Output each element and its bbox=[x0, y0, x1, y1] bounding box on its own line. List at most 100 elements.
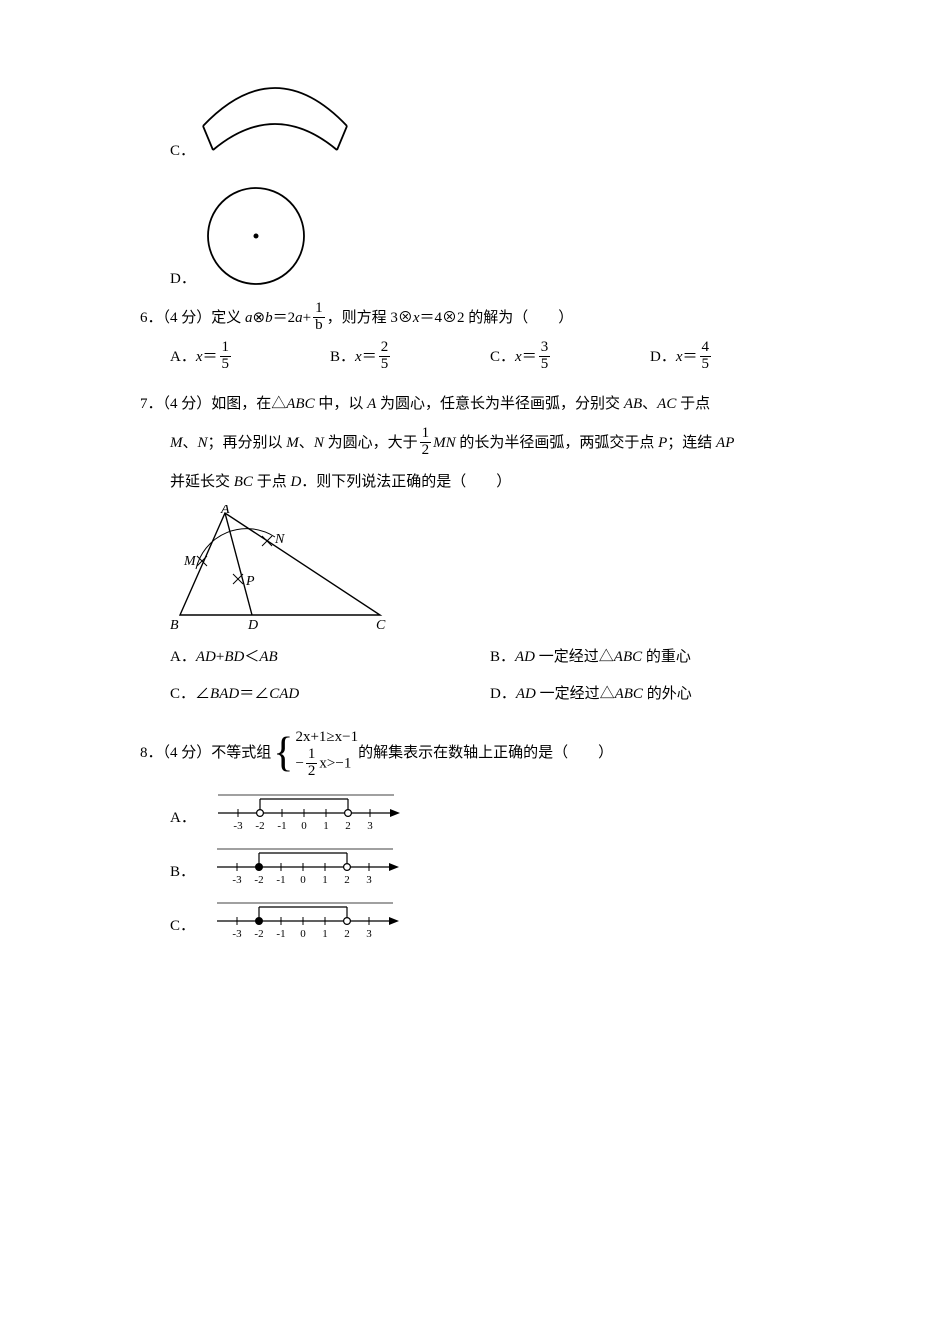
q7-2f: 、 bbox=[299, 435, 314, 451]
q7-1h: AC bbox=[657, 396, 676, 412]
q6-frac-den: b bbox=[313, 318, 325, 334]
q6-opt-b-letter: B． bbox=[330, 349, 355, 365]
q7-2b: 、 bbox=[183, 435, 198, 451]
q8e2x: x bbox=[319, 756, 327, 772]
q6-options: A．x＝15 B．x＝25 C．x＝35 D．x＝45 bbox=[170, 341, 810, 374]
svg-text:C: C bbox=[376, 618, 386, 633]
q6-a2: a bbox=[295, 310, 303, 326]
q6-opt-a-frac: 15 bbox=[220, 340, 232, 373]
q8-eq2: −12x>−1 bbox=[295, 748, 358, 781]
q7-frac: 12 bbox=[420, 426, 432, 459]
option-d-letter: D． bbox=[170, 263, 196, 296]
q7d-4: 的外心 bbox=[643, 686, 692, 702]
q6-opt-c-x: x bbox=[515, 349, 522, 365]
q6-plus: + bbox=[303, 310, 311, 326]
q7-opt-b: B．AD 一定经过△ABC 的重心 bbox=[490, 641, 810, 674]
svg-text:-2: -2 bbox=[254, 874, 263, 886]
q7b-4: 的重心 bbox=[642, 649, 691, 665]
q7-1d: A bbox=[367, 396, 376, 412]
q6d-den: 5 bbox=[700, 357, 712, 373]
q7-3b: BC bbox=[234, 474, 253, 490]
svg-text:P: P bbox=[245, 574, 255, 589]
svg-text:-3: -3 bbox=[232, 874, 242, 886]
q8e2n: 1 bbox=[306, 747, 318, 764]
q7-2d: ；再分别以 bbox=[208, 435, 287, 451]
q6-opt-c: C．x＝35 bbox=[490, 341, 650, 374]
svg-text:N: N bbox=[274, 532, 285, 547]
q7-1g: 、 bbox=[642, 396, 657, 412]
q7a-3: BD bbox=[224, 649, 244, 665]
svg-text:3: 3 bbox=[366, 928, 372, 940]
q7-line1: 7．（4 分）如图，在△ABC 中，以 A 为圆心，任意长为半径画弧，分别交 A… bbox=[140, 388, 810, 421]
q7d-3: ABC bbox=[615, 686, 643, 702]
q6-opt-b-eq: ＝ bbox=[362, 349, 377, 365]
q8e1a: 2x+1 bbox=[295, 729, 326, 745]
q7-3c: 于点 bbox=[253, 474, 291, 490]
svg-text:0: 0 bbox=[300, 928, 306, 940]
q7b-l: B． bbox=[490, 649, 515, 665]
svg-text:A: A bbox=[220, 505, 230, 517]
q6-opt-c-letter: C． bbox=[490, 349, 515, 365]
option-c-letter: C． bbox=[170, 135, 195, 168]
svg-text:2: 2 bbox=[344, 874, 350, 886]
q7a-4: ＜ bbox=[244, 649, 259, 665]
q7a-5: AB bbox=[259, 649, 277, 665]
q8-eq1: 2x+1≥x−1 bbox=[295, 727, 358, 748]
q6a-num: 1 bbox=[220, 340, 232, 357]
q8c-figure: -3-2-10123 bbox=[207, 897, 407, 943]
q6-rhs: ＝4⊗2 的解为（ ） bbox=[420, 310, 574, 326]
q8-system: 2x+1≥x−1 −12x>−1 bbox=[295, 727, 358, 781]
option-d-figure bbox=[196, 176, 316, 296]
q8c-letter: C． bbox=[170, 910, 195, 943]
svg-text:1: 1 bbox=[322, 928, 328, 940]
q8e2m: − bbox=[295, 756, 303, 772]
svg-text:-3: -3 bbox=[233, 820, 243, 832]
q7b-3: ABC bbox=[614, 649, 642, 665]
q6-opt-d-eq: ＝ bbox=[683, 349, 698, 365]
q6c-num: 3 bbox=[539, 340, 551, 357]
q6-frac: 1b bbox=[313, 301, 325, 334]
q7d-l: D． bbox=[490, 686, 516, 702]
q7-1a: 7．（4 分）如图，在△ bbox=[140, 396, 286, 412]
q8-stem: 8．（4 分）不等式组{ 2x+1≥x−1 −12x>−1 的解集表示在数轴上正… bbox=[140, 727, 810, 781]
q7b-1: AD bbox=[515, 649, 535, 665]
q7-3d: D bbox=[290, 474, 301, 490]
q8b-letter: B． bbox=[170, 856, 195, 889]
q6-opt-a: A．x＝15 bbox=[170, 341, 330, 374]
q7-2m: AP bbox=[716, 435, 734, 451]
option-c-row: C． bbox=[170, 68, 810, 168]
q6-mid: ，则方程 3⊗ bbox=[327, 310, 413, 326]
q7-opt-d: D．AD 一定经过△ABC 的外心 bbox=[490, 678, 810, 711]
option-d-row: D． bbox=[170, 176, 810, 296]
q6b-num: 2 bbox=[379, 340, 391, 357]
q6b-den: 5 bbox=[379, 357, 391, 373]
q8-opt-b: B． -3-2-10123 bbox=[170, 843, 810, 889]
svg-text:1: 1 bbox=[323, 820, 329, 832]
q7c-1: ∠ bbox=[195, 686, 210, 702]
q7-2i: MN bbox=[433, 435, 456, 451]
q6-b: b bbox=[265, 310, 273, 326]
svg-text:M: M bbox=[183, 554, 197, 569]
q6-eq: ＝2 bbox=[273, 310, 296, 326]
q7-2a: M bbox=[170, 435, 183, 451]
q6d-num: 4 bbox=[700, 340, 712, 357]
option-c-figure bbox=[195, 68, 355, 168]
q7-fn: 1 bbox=[420, 426, 432, 443]
q8a-figure: -3-2-10123 bbox=[208, 789, 408, 835]
q7-2h: 为圆心，大于 bbox=[324, 435, 418, 451]
q6-opt-a-x: x bbox=[196, 349, 203, 365]
q8e2r: −1 bbox=[335, 756, 351, 772]
q7-1f: AB bbox=[624, 396, 642, 412]
svg-text:1: 1 bbox=[322, 874, 328, 886]
svg-text:-1: -1 bbox=[276, 874, 285, 886]
q6-opt-d-letter: D． bbox=[650, 349, 676, 365]
q7-fd: 2 bbox=[420, 443, 432, 459]
q7-3a: 并延长交 bbox=[170, 474, 234, 490]
q7a-l: A． bbox=[170, 649, 196, 665]
q7d-1: AD bbox=[516, 686, 536, 702]
q6-x: x bbox=[413, 310, 420, 326]
q8-prefix: 8．（4 分）不等式组 bbox=[140, 745, 271, 761]
svg-text:-3: -3 bbox=[232, 928, 242, 940]
q7-2g: N bbox=[314, 435, 324, 451]
q7-1b: ABC bbox=[286, 396, 314, 412]
